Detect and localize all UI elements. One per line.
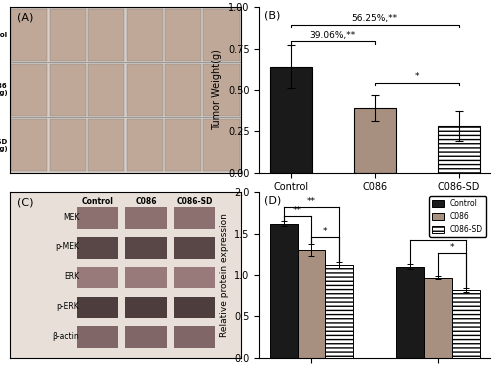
FancyBboxPatch shape: [126, 326, 167, 348]
Bar: [354, 108, 396, 173]
Text: 39.06%,**: 39.06%,**: [310, 31, 356, 39]
FancyBboxPatch shape: [126, 237, 167, 258]
FancyBboxPatch shape: [77, 326, 118, 348]
Text: *: *: [414, 72, 419, 81]
Bar: [438, 126, 480, 173]
FancyBboxPatch shape: [126, 64, 162, 116]
Text: C086-SD
(100 mg/kg,ig): C086-SD (100 mg/kg,ig): [0, 139, 8, 151]
Text: C086-SD: C086-SD: [176, 197, 213, 206]
Bar: [270, 224, 297, 358]
FancyBboxPatch shape: [126, 119, 162, 171]
Y-axis label: Relative protein expression: Relative protein expression: [220, 213, 228, 337]
Text: **: **: [293, 206, 302, 215]
Text: *: *: [323, 227, 328, 236]
FancyBboxPatch shape: [204, 119, 240, 171]
Text: **: **: [434, 231, 442, 239]
FancyBboxPatch shape: [77, 207, 118, 229]
FancyBboxPatch shape: [126, 207, 167, 229]
FancyBboxPatch shape: [77, 296, 118, 318]
FancyBboxPatch shape: [174, 267, 216, 288]
FancyBboxPatch shape: [126, 9, 162, 61]
Text: β-actin: β-actin: [52, 332, 79, 341]
Bar: [298, 250, 326, 358]
Text: (D): (D): [264, 196, 281, 206]
Text: C086: C086: [136, 197, 157, 206]
Text: p-MEK: p-MEK: [55, 242, 79, 251]
Bar: [326, 265, 353, 358]
Bar: [452, 290, 479, 358]
Text: Control: Control: [0, 32, 8, 38]
FancyBboxPatch shape: [174, 326, 216, 348]
Text: MEK: MEK: [63, 213, 79, 222]
FancyBboxPatch shape: [165, 64, 201, 116]
FancyBboxPatch shape: [11, 119, 48, 171]
Text: C086
(100 mg/kg,ig): C086 (100 mg/kg,ig): [0, 84, 8, 96]
Text: (B): (B): [264, 11, 280, 20]
FancyBboxPatch shape: [50, 9, 86, 61]
Y-axis label: Tumor Weight(g): Tumor Weight(g): [212, 50, 222, 130]
Bar: [270, 67, 312, 173]
FancyBboxPatch shape: [77, 237, 118, 258]
Text: Control: Control: [82, 197, 114, 206]
FancyBboxPatch shape: [88, 119, 124, 171]
FancyBboxPatch shape: [11, 64, 48, 116]
FancyBboxPatch shape: [77, 267, 118, 288]
Text: **: **: [307, 197, 316, 207]
Text: (A): (A): [17, 12, 34, 22]
FancyBboxPatch shape: [88, 64, 124, 116]
FancyBboxPatch shape: [126, 267, 167, 288]
Legend: Control, C086, C086-SD: Control, C086, C086-SD: [430, 196, 486, 237]
FancyBboxPatch shape: [174, 296, 216, 318]
FancyBboxPatch shape: [50, 119, 86, 171]
FancyBboxPatch shape: [174, 237, 216, 258]
FancyBboxPatch shape: [88, 9, 124, 61]
FancyBboxPatch shape: [50, 64, 86, 116]
Text: ERK: ERK: [64, 272, 79, 281]
Bar: [396, 267, 424, 358]
Text: p-ERK: p-ERK: [56, 302, 79, 311]
FancyBboxPatch shape: [174, 207, 216, 229]
Bar: [424, 277, 452, 358]
FancyBboxPatch shape: [165, 9, 201, 61]
Text: (C): (C): [17, 197, 34, 207]
FancyBboxPatch shape: [165, 119, 201, 171]
FancyBboxPatch shape: [204, 64, 240, 116]
FancyBboxPatch shape: [11, 9, 48, 61]
Text: 56.25%,**: 56.25%,**: [352, 14, 398, 23]
FancyBboxPatch shape: [204, 9, 240, 61]
FancyBboxPatch shape: [126, 296, 167, 318]
Text: *: *: [450, 243, 454, 252]
